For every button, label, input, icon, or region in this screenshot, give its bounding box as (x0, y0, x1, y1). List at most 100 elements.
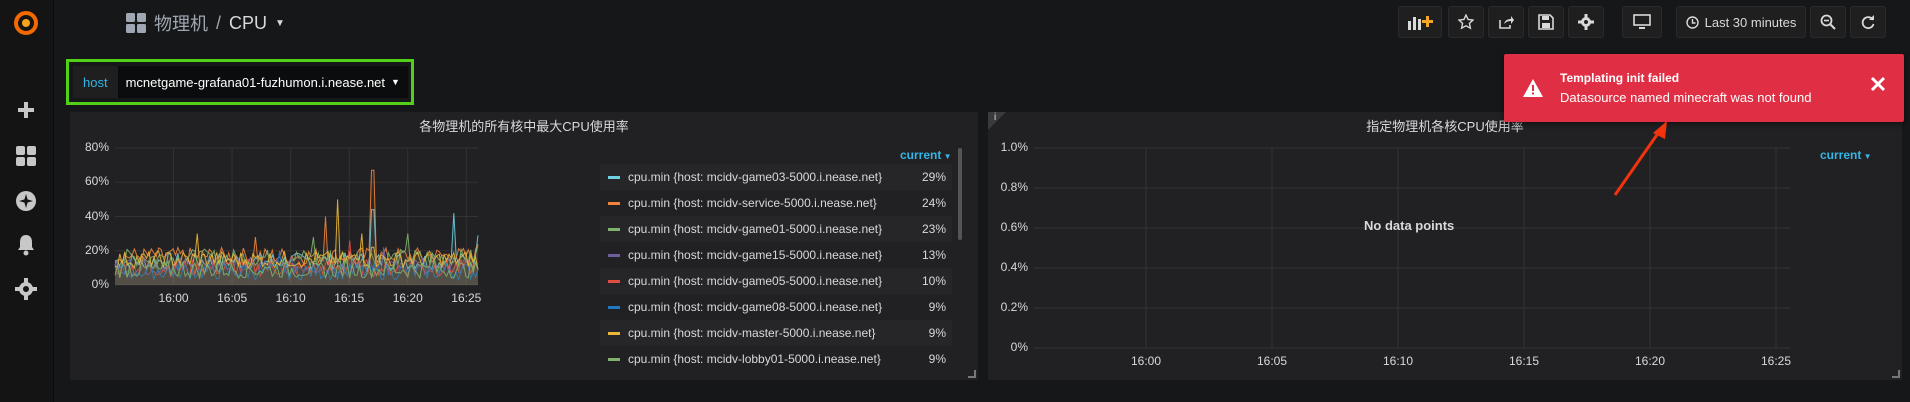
y-tick-label: 40% (84, 208, 109, 223)
x-tick-label: 16:05 (217, 291, 248, 305)
legend-current-value: 9% (928, 352, 946, 366)
series-area (115, 254, 478, 285)
resize-handle-icon[interactable] (968, 370, 976, 378)
legend-color-swatch[interactable] (608, 357, 620, 361)
dashboards-icon[interactable] (11, 141, 41, 171)
caret-down-icon: ▼ (275, 17, 285, 29)
variable-label-host: host (73, 66, 118, 98)
side-menu (0, 0, 54, 402)
y-tick-label: 20% (84, 242, 109, 257)
x-tick-label: 16:15 (1509, 354, 1540, 368)
left-graph-canvas[interactable] (70, 112, 978, 380)
close-icon (1870, 76, 1886, 92)
y-tick-label: 60% (84, 174, 109, 189)
alert-message: Datasource named minecraft was not found (1560, 90, 1812, 105)
clock-icon (1685, 15, 1699, 29)
panel-per-core-cpu-usage[interactable]: i 指定物理机各核CPU使用率 1.0% 0.8% 0.6% 0.4% 0.2% 0% 1… (988, 112, 1902, 380)
panel-max-cpu-usage[interactable]: 各物理机的所有核中最大CPU使用率 80% 60% 40% 20% 0% 16:00 16… (70, 112, 978, 380)
legend-series-name[interactable]: cpu.min {host: mcidv-service-5000.i.neas… (628, 196, 877, 210)
dashboard-grid-icon (126, 13, 146, 33)
alerting-bell-icon[interactable] (11, 230, 41, 260)
legend-sort-current[interactable]: current ▼ (900, 148, 951, 162)
create-plus-icon[interactable] (11, 95, 41, 125)
add-panel-icon (1408, 16, 1433, 30)
annotation-arrow (1613, 121, 1667, 196)
legend-color-swatch[interactable] (608, 305, 620, 309)
monitor-icon (1633, 14, 1651, 29)
legend-series-name[interactable]: cpu.min {host: mcidv-game03-5000.i.nease… (628, 170, 883, 184)
dashboard-name[interactable]: CPU (229, 12, 268, 33)
share-icon (1499, 16, 1514, 29)
navbar: 物理机 / CPU ▼ Last 30 minutes (54, 0, 1910, 44)
legend-item[interactable]: cpu.min {host: mcidv-game08-5000.i.nease… (600, 294, 952, 320)
close-alert-button[interactable] (1870, 76, 1890, 96)
time-picker-button[interactable]: Last 30 minutes (1676, 6, 1806, 38)
legend-current-value: 9% (928, 300, 946, 314)
alert-title: Templating init failed (1560, 71, 1680, 85)
legend-scrollbar[interactable] (958, 148, 962, 240)
x-tick-label: 16:20 (392, 291, 423, 305)
configuration-gear-icon[interactable] (11, 274, 41, 304)
series-line (114, 169, 479, 266)
save-icon (1538, 14, 1554, 30)
legend-item[interactable]: cpu.min {host: mcidv-game01-5000.i.nease… (600, 216, 952, 242)
x-tick-label: 16:10 (1383, 354, 1414, 368)
x-tick-label: 16:25 (1761, 354, 1792, 368)
folder-name[interactable]: 物理机 (154, 14, 208, 34)
right-graph-canvas[interactable] (988, 112, 1902, 380)
legend-current-value: 13% (921, 248, 946, 262)
host-variable-dropdown[interactable]: mcnetgame-grafana01-fuzhumon.i.nease.net… (117, 66, 408, 98)
no-data-message: No data points (1364, 218, 1455, 233)
legend-series-name[interactable]: cpu.min {host: mcidv-game15-5000.i.nease… (628, 248, 883, 262)
legend-series-name[interactable]: cpu.min {host: mcidv-game08-5000.i.nease… (628, 300, 883, 314)
legend-item[interactable]: cpu.min {host: mcidv-service-5000.i.neas… (600, 190, 952, 216)
legend-color-swatch[interactable] (608, 201, 620, 205)
panel-info-icon[interactable] (988, 112, 1006, 130)
legend-series-name[interactable]: cpu.min {host: mcidv-game01-5000.i.nease… (628, 222, 883, 236)
resize-handle-icon[interactable] (1892, 370, 1900, 378)
warning-triangle-icon (1523, 79, 1543, 97)
y-tick-label: 1.0% (1000, 140, 1028, 154)
panel-title[interactable]: 指定物理机各核CPU使用率 (1366, 119, 1524, 134)
y-tick-label: 0.4% (1000, 260, 1028, 274)
legend-current-value: 10% (921, 274, 946, 288)
time-range-label: Last 30 minutes (1704, 14, 1797, 30)
refresh-icon (1861, 15, 1875, 30)
zoom-out-icon (1820, 14, 1836, 30)
series-line (114, 254, 479, 280)
info-corner-label: i (994, 112, 997, 123)
legend-item[interactable]: cpu.min {host: mcidv-game05-5000.i.nease… (600, 268, 952, 294)
template-variables-bar: host mcnetgame-grafana01-fuzhumon.i.neas… (66, 59, 414, 105)
zoom-out-button[interactable] (1810, 6, 1846, 38)
grafana-logo-icon[interactable] (11, 8, 41, 38)
legend-item[interactable]: cpu.min {host: mcidv-game15-5000.i.nease… (600, 242, 952, 268)
legend-series-name[interactable]: cpu.min {host: mcidv-lobby01-5000.i.neas… (628, 352, 881, 366)
share-dashboard-button[interactable] (1488, 6, 1524, 38)
legend-color-swatch[interactable] (608, 175, 620, 179)
sort-down-icon: ▼ (941, 152, 952, 161)
legend-color-swatch[interactable] (608, 331, 620, 335)
dashboard-title-picker[interactable]: 物理机 / CPU ▼ (126, 10, 285, 36)
save-dashboard-button[interactable] (1528, 6, 1564, 38)
legend-color-swatch[interactable] (608, 279, 620, 283)
legend-item[interactable]: cpu.min {host: mcidv-master-5000.i.nease… (600, 320, 952, 346)
dashboard-settings-button[interactable] (1568, 6, 1604, 38)
legend-item[interactable]: cpu.min {host: mcidv-lobby01-5000.i.neas… (600, 346, 952, 372)
panel-title[interactable]: 各物理机的所有核中最大CPU使用率 (419, 119, 629, 134)
legend-sort-current[interactable]: current ▼ (1820, 148, 1871, 162)
refresh-button[interactable] (1850, 6, 1886, 38)
series-line (114, 250, 479, 282)
explore-compass-icon[interactable] (11, 186, 41, 216)
legend-color-swatch[interactable] (608, 253, 620, 257)
legend-series-name[interactable]: cpu.min {host: mcidv-game05-5000.i.nease… (628, 274, 883, 288)
series-line (114, 199, 479, 270)
legend-series-name[interactable]: cpu.min {host: mcidv-master-5000.i.nease… (628, 326, 876, 340)
view-mode-button[interactable] (1622, 6, 1662, 38)
legend-current-value: 23% (921, 222, 946, 236)
x-tick-label: 16:00 (158, 291, 189, 305)
y-tick-label: 0.2% (1000, 300, 1028, 314)
legend-color-swatch[interactable] (608, 227, 620, 231)
add-panel-button[interactable] (1398, 6, 1442, 38)
star-dashboard-button[interactable] (1448, 6, 1484, 38)
legend-item[interactable]: cpu.min {host: mcidv-game03-5000.i.nease… (600, 164, 952, 190)
